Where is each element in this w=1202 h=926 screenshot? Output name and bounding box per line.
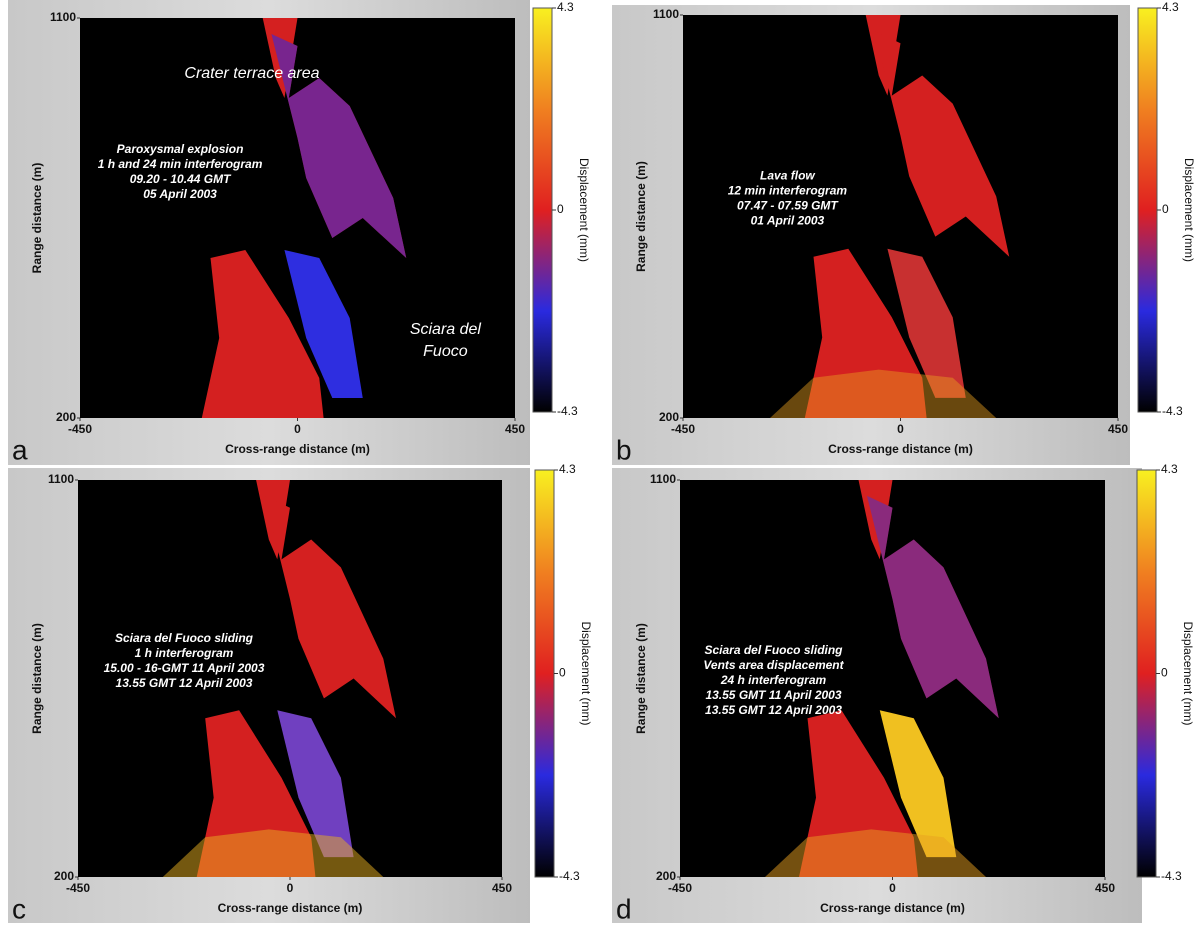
y-axis-label: Range distance (m): [30, 163, 44, 274]
colorbar-label: Displacement (mm): [1181, 621, 1195, 725]
colorbar: [1137, 7, 1158, 413]
x-tick-label: -450: [66, 881, 90, 895]
displacement-region: [879, 710, 957, 858]
annotation: 13.55 GMT 12 April 2003: [705, 703, 842, 717]
y-axis-label: Range distance (m): [634, 623, 648, 734]
displacement-region: [201, 250, 324, 418]
y-tick-label: 1100: [653, 7, 679, 21]
colorbar-tick-label: -4.3: [559, 869, 580, 883]
colorbar-tick-label: 4.3: [559, 462, 576, 476]
displacement-region: [770, 369, 997, 418]
y-axis-label: Range distance (m): [30, 623, 44, 734]
displacement-region: [867, 495, 999, 719]
x-axis-label: Cross-range distance (m): [225, 442, 370, 456]
annotation: Lava flow: [760, 168, 815, 182]
colorbar: [532, 7, 553, 413]
annotation: Fuoco: [423, 343, 468, 360]
displacement-region: [277, 710, 354, 858]
annotation: 15.00 - 16-GMT 11 April 2003: [104, 661, 265, 675]
x-tick-label: -450: [668, 881, 692, 895]
colorbar-tick-label: 0: [557, 202, 564, 216]
x-axis-label: Cross-range distance (m): [828, 442, 973, 456]
x-tick-label: 0: [287, 881, 294, 895]
x-tick-label: 0: [294, 422, 301, 436]
y-tick-label: 1100: [650, 472, 676, 486]
y-axis-label: Range distance (m): [634, 161, 648, 272]
y-tick-label: 200: [659, 410, 679, 424]
annotation: 13.55 GMT 12 April 2003: [116, 676, 253, 690]
x-tick-label: 0: [897, 422, 904, 436]
annotation: 24 h interferogram: [720, 673, 827, 687]
panel-label: a: [12, 434, 28, 465]
colorbar-tick-label: 0: [1162, 202, 1169, 216]
x-tick-label: 450: [492, 881, 512, 895]
colorbar-tick-label: 4.3: [1161, 462, 1178, 476]
displacement-region: [804, 248, 927, 418]
y-tick-label: 200: [656, 869, 676, 883]
colorbar: [1136, 469, 1157, 878]
x-tick-label: 450: [1095, 881, 1115, 895]
displacement-region: [765, 829, 986, 877]
colorbar-tick-label: 4.3: [1162, 0, 1179, 14]
annotation: Sciara del Fuoco sliding: [115, 631, 254, 645]
y-tick-label: 200: [56, 410, 76, 424]
panel-label: c: [12, 893, 26, 924]
x-tick-label: 0: [889, 881, 896, 895]
annotation: 13.55 GMT 11 April 2003: [705, 688, 841, 702]
x-tick-label: 450: [1108, 422, 1128, 436]
annotation: Paroxysmal explosion: [117, 142, 244, 156]
colorbar-label: Displacement (mm): [579, 621, 593, 725]
y-tick-label: 1100: [48, 472, 74, 486]
annotation: 05 April 2003: [143, 187, 217, 201]
displacement-region: [284, 250, 363, 398]
colorbar-tick-label: 4.3: [557, 0, 574, 14]
displacement-region: [271, 34, 407, 258]
x-axis-label: Cross-range distance (m): [218, 901, 363, 915]
colorbar-label: Displacement (mm): [577, 158, 591, 262]
colorbar: [534, 469, 555, 878]
colorbar-tick-label: -4.3: [1162, 404, 1183, 418]
displacement-region: [874, 31, 1010, 257]
annotation: Sciara del: [410, 321, 482, 338]
colorbar-label: Displacement (mm): [1182, 158, 1196, 262]
annotation: 1 h and 24 min interferogram: [98, 157, 263, 171]
annotation: 12 min interferogram: [728, 183, 848, 197]
displacement-region: [867, 495, 999, 719]
colorbar-tick-label: -4.3: [557, 404, 578, 418]
displacement-region: [887, 248, 966, 398]
x-axis-label: Cross-range distance (m): [820, 901, 965, 915]
displacement-region: [264, 495, 396, 719]
colorbar-tick-label: 0: [559, 666, 566, 680]
annotation: Crater terrace area: [184, 65, 319, 82]
annotation: Sciara del Fuoco sliding: [704, 643, 843, 657]
y-tick-label: 1100: [50, 10, 76, 24]
displacement-region: [162, 829, 384, 877]
x-tick-label: 450: [505, 422, 525, 436]
x-tick-label: -450: [671, 422, 695, 436]
colorbar-tick-label: -4.3: [1161, 869, 1182, 883]
colorbar-tick-label: 0: [1161, 666, 1168, 680]
annotation: 1 h interferogram: [135, 646, 234, 660]
panel-label: b: [616, 434, 632, 465]
annotation: 07.47 - 07.59 GMT: [737, 198, 839, 212]
annotation: 09.20 - 10.44 GMT: [130, 172, 232, 186]
annotation: Vents area displacement: [703, 658, 844, 672]
panel-label: d: [616, 893, 632, 924]
y-tick-label: 200: [54, 869, 74, 883]
annotation: 01 April 2003: [751, 213, 825, 227]
x-tick-label: -450: [68, 422, 92, 436]
